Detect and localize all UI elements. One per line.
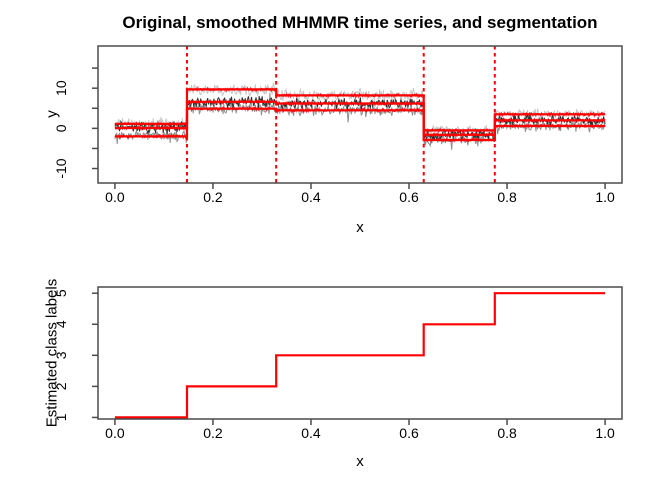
bottom-y-tick-label: 2 <box>53 382 69 390</box>
original-dim-3 <box>114 96 606 141</box>
smoothed-dim-3-mean-line <box>114 100 606 136</box>
bottom-x-axis-label: x <box>356 453 364 470</box>
bottom-y-tick-label: 5 <box>53 289 69 297</box>
bottom-x-tick-label: 0.2 <box>203 425 223 441</box>
top-x-tick-label: 0.0 <box>105 189 125 205</box>
bottom-plot-box <box>97 286 623 420</box>
top-x-tick-label: 1.0 <box>595 189 615 205</box>
figure-title: Original, smoothed MHMMR time series, an… <box>122 13 598 32</box>
bottom-x-tick-label: 0.8 <box>497 425 517 441</box>
top-y-tick-label: 10 <box>53 80 69 96</box>
bottom-x-tick-label: 0.6 <box>399 425 419 441</box>
top-y-tick-label: -10 <box>53 158 69 178</box>
bottom-x-tick-label: 0.0 <box>105 425 125 441</box>
top-y-axis-label: y <box>43 110 61 118</box>
bottom-x-tick-label: 0.4 <box>301 425 321 441</box>
smoothed-dim-2-wiggle <box>114 105 606 144</box>
top-x-tick-label: 0.4 <box>301 189 321 205</box>
top-x-tick-label: 0.6 <box>399 189 419 205</box>
bottom-y-tick-label: 1 <box>53 413 69 421</box>
top-x-tick-label: 0.8 <box>497 189 517 205</box>
top-x-tick-label: 0.2 <box>203 189 223 205</box>
top-y-tick-label: 0 <box>53 124 69 132</box>
class-label-step-line <box>114 292 606 419</box>
bottom-y-tick-label: 4 <box>53 320 69 328</box>
bottom-y-axis-label: Estimated class labels <box>43 278 61 428</box>
bottom-y-tick-label: 3 <box>53 351 69 359</box>
top-x-axis-label: x <box>356 219 364 236</box>
bottom-x-tick-label: 1.0 <box>595 425 615 441</box>
top-plot-box <box>97 45 623 184</box>
